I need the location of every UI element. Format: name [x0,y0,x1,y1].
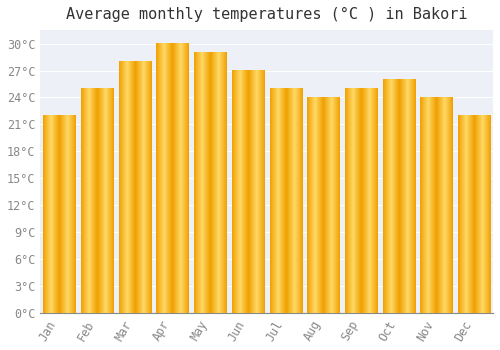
Title: Average monthly temperatures (°C ) in Bakori: Average monthly temperatures (°C ) in Ba… [66,7,468,22]
Bar [156,43,188,313]
Bar [345,89,377,313]
Bar [270,89,302,313]
Bar [81,89,113,313]
Bar [43,116,75,313]
Bar [232,70,264,313]
Bar [458,116,490,313]
Bar [118,62,150,313]
Bar [382,79,415,313]
Bar [420,98,452,313]
Bar [307,98,340,313]
Bar [194,52,226,313]
